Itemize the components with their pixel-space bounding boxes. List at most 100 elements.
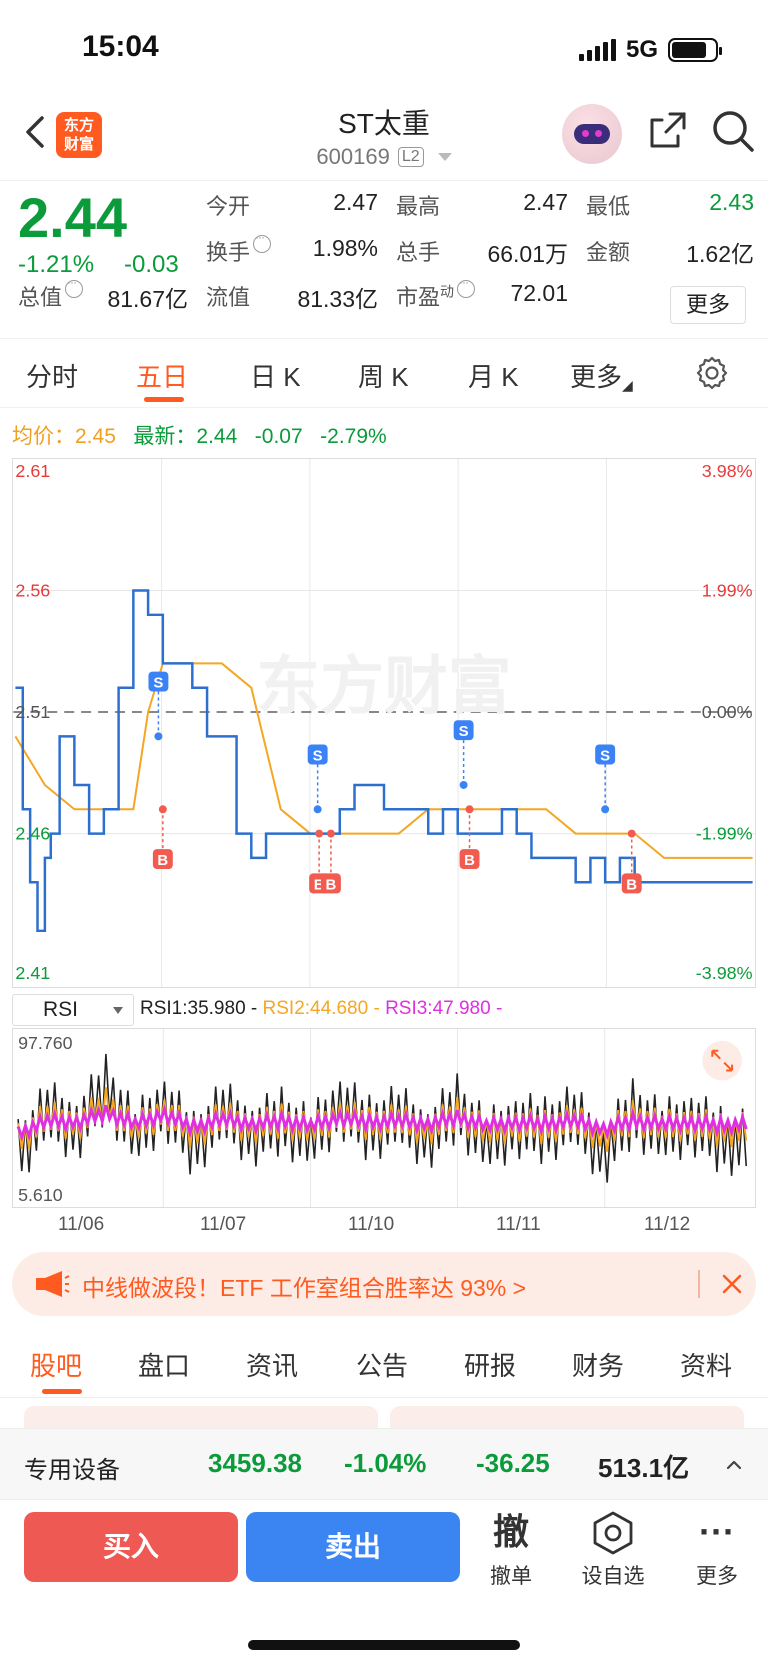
cancel-order-button[interactable]: 撤 撤单 [466, 1508, 556, 1590]
marker-dot [459, 780, 468, 789]
more-button[interactable]: ··· 更多 [672, 1508, 762, 1590]
marker-label: B [626, 876, 637, 893]
rsi-values: RSI1:35.980 - RSI2:44.680 - RSI3:47.980 … [140, 998, 502, 1020]
sector-name: 专用设备 [24, 1457, 120, 1484]
tab-orderbook[interactable]: 盘口 [138, 1351, 191, 1381]
more-dots-icon: ··· [699, 1511, 735, 1552]
period-tabs: 分时 五日 日 K 周 K 月 K 更多◢ [0, 338, 768, 408]
y-tick-left: 2.61 [15, 461, 50, 481]
sector-index: 3459.38 [208, 1448, 302, 1478]
avg-price-value: 2.45 [75, 425, 116, 448]
rsi2-value: RSI2:44.680 - [262, 998, 380, 1019]
buy-marker [621, 873, 642, 894]
indicator-select[interactable]: RSI [12, 994, 134, 1026]
chevron-up-icon[interactable] [722, 1453, 746, 1477]
tab-more-periods[interactable]: 更多◢ [570, 362, 633, 393]
current-price: 2.44 [18, 186, 127, 249]
promo-banner[interactable]: 中线做波段！ETF 工作室组合胜率达 93% > [12, 1252, 756, 1316]
sector-amount: 513.1亿 [598, 1453, 690, 1483]
rsi3-value: RSI3:47.980 - [385, 998, 503, 1019]
buy-marker [152, 849, 173, 870]
gear-icon[interactable] [694, 355, 730, 391]
tab-intraday[interactable]: 分时 [26, 362, 79, 392]
info-tabs: 股吧 盘口 资讯 公告 研报 财务 资料 [0, 1326, 768, 1398]
card[interactable] [390, 1406, 744, 1428]
y-tick-left: 2.46 [15, 824, 50, 844]
latest-label: 最新： [133, 425, 197, 448]
volume-value: 66.01万 [487, 241, 568, 267]
amount-value: 1.62亿 [686, 241, 754, 267]
tab-announcements[interactable]: 公告 [356, 1351, 409, 1381]
rsi-chart[interactable]: 97.760 5.610 [12, 1028, 756, 1208]
level2-badge: L2 [397, 147, 424, 167]
y-tick-right: 1.99% [702, 580, 753, 600]
date-tick: 11/06 [58, 1214, 105, 1235]
peek-cards [0, 1398, 768, 1428]
open-value: 2.47 [333, 189, 378, 215]
change-percent: -1.21% [18, 251, 95, 278]
ai-assistant-avatar[interactable] [562, 104, 622, 164]
y-tick-right: 0.00% [702, 702, 753, 722]
marker-dot [313, 805, 322, 814]
rsi1-value: RSI1:35.980 - [140, 998, 258, 1019]
info-icon[interactable] [253, 230, 272, 253]
sell-button[interactable]: 卖出 [246, 1512, 460, 1582]
promo-divider [698, 1270, 700, 1298]
back-icon[interactable] [18, 112, 58, 152]
tab-financials[interactable]: 财务 [572, 1351, 625, 1381]
date-tick: 11/07 [200, 1214, 247, 1235]
marker-label: B [157, 852, 168, 869]
promo-text[interactable]: 中线做波段！ETF 工作室组合胜率达 93% > [82, 1275, 527, 1301]
rsi-header: RSI RSI1:35.980 - RSI2:44.680 - RSI3:47.… [12, 994, 756, 1028]
y-tick-right: -1.99% [696, 824, 753, 844]
status-time: 15:04 [82, 30, 159, 63]
search-icon[interactable] [710, 108, 756, 154]
rsi-max-label: 97.760 [18, 1033, 72, 1053]
cancel-label: 撤单 [490, 1565, 532, 1588]
expand-icon[interactable] [702, 1040, 742, 1081]
stock-code-selector[interactable]: 600169 L2 [0, 144, 768, 170]
battery-icon [668, 38, 722, 62]
network-label: 5G [625, 36, 658, 63]
tab-monthly-k[interactable]: 月 K [468, 362, 519, 392]
date-axis: 11/06 11/07 11/10 11/11 11/12 [12, 1212, 756, 1240]
card[interactable] [24, 1406, 378, 1428]
tab-forum[interactable]: 股吧 [30, 1351, 83, 1381]
watchlist-label: 设自选 [581, 1565, 645, 1588]
logo-text-bottom: 财富 [63, 136, 94, 153]
share-icon[interactable] [646, 108, 690, 152]
change-amount: -0.03 [124, 251, 179, 278]
y-tick-left: 2.51 [15, 702, 50, 722]
info-icon[interactable] [65, 275, 84, 298]
stock-code: 600169 [316, 144, 390, 169]
dropdown-icon [437, 153, 452, 161]
tab-weekly-k[interactable]: 周 K [358, 362, 409, 392]
y-tick-left: 2.41 [15, 963, 50, 983]
add-watchlist-button[interactable]: 设自选 [568, 1508, 658, 1590]
y-tick-right: -3.98% [696, 963, 753, 983]
marker-dot [627, 829, 636, 838]
price-line [15, 589, 753, 933]
more-quote-button[interactable]: 更多 [670, 286, 746, 324]
info-icon[interactable] [457, 275, 476, 298]
amount-label: 金额 [586, 240, 631, 265]
tab-news[interactable]: 资讯 [246, 1351, 299, 1381]
close-icon[interactable] [720, 1272, 744, 1296]
tab-research[interactable]: 研报 [464, 1351, 517, 1381]
sector-bar[interactable]: 专用设备 3459.38 -1.04% -36.25 513.1亿 [0, 1428, 768, 1500]
pe-value: 72.01 [510, 280, 568, 306]
megaphone-icon [36, 1271, 70, 1297]
app-logo[interactable]: 东方 财富 [56, 112, 102, 158]
date-tick: 11/10 [348, 1214, 395, 1235]
chevron-down-icon [113, 1007, 123, 1014]
tab-profile[interactable]: 资料 [680, 1351, 733, 1381]
tab-daily-k[interactable]: 日 K [250, 362, 301, 392]
more-label: 更多 [696, 1565, 738, 1588]
signal-icon [578, 39, 616, 61]
marker-dot [158, 805, 167, 814]
date-tick: 11/11 [496, 1214, 541, 1235]
pe-label: 市盈动 [396, 275, 476, 312]
tab-five-day[interactable]: 五日 [136, 362, 189, 392]
buy-button[interactable]: 买入 [24, 1512, 238, 1582]
